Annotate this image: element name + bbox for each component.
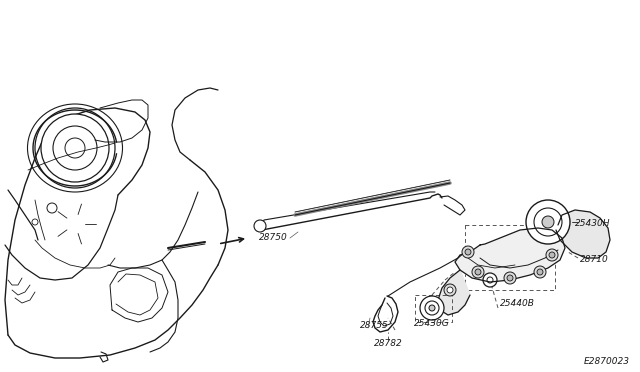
Polygon shape <box>438 270 470 315</box>
Circle shape <box>534 266 546 278</box>
Circle shape <box>420 296 444 320</box>
Circle shape <box>465 249 471 255</box>
Circle shape <box>504 272 516 284</box>
Text: 28710: 28710 <box>580 256 609 264</box>
Circle shape <box>41 114 109 182</box>
Text: 25430G: 25430G <box>414 319 450 328</box>
Text: 28755: 28755 <box>360 321 388 330</box>
Circle shape <box>447 287 453 293</box>
Text: E2870023: E2870023 <box>584 357 630 366</box>
Circle shape <box>475 269 481 275</box>
Polygon shape <box>556 210 610 258</box>
Circle shape <box>537 269 543 275</box>
Circle shape <box>549 252 555 258</box>
Circle shape <box>425 301 439 315</box>
Circle shape <box>542 216 554 228</box>
Polygon shape <box>455 228 565 282</box>
Text: 28750: 28750 <box>259 234 288 243</box>
Circle shape <box>53 126 97 170</box>
Circle shape <box>472 266 484 278</box>
Circle shape <box>462 246 474 258</box>
Circle shape <box>546 249 558 261</box>
Circle shape <box>487 277 493 283</box>
Circle shape <box>65 138 85 158</box>
Circle shape <box>534 208 562 236</box>
Circle shape <box>254 220 266 232</box>
Circle shape <box>483 273 497 287</box>
Circle shape <box>429 305 435 311</box>
Circle shape <box>526 200 570 244</box>
Text: 25440B: 25440B <box>500 299 535 308</box>
Circle shape <box>507 275 513 281</box>
Circle shape <box>444 284 456 296</box>
Text: 28782: 28782 <box>374 339 403 348</box>
Text: 25430H: 25430H <box>575 219 611 228</box>
